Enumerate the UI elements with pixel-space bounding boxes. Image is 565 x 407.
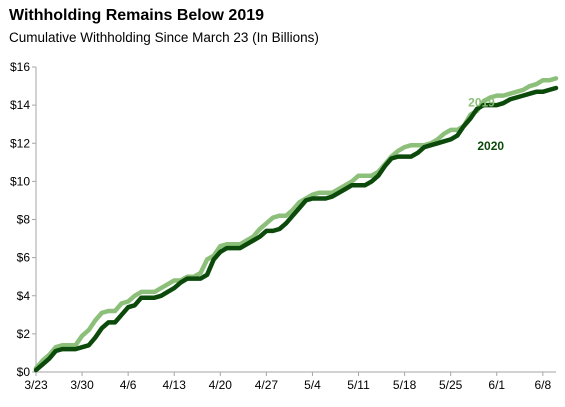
x-tick-label: 4/13 bbox=[163, 378, 187, 392]
x-tick-label: 5/11 bbox=[347, 378, 370, 392]
y-tick-label: $8 bbox=[17, 213, 31, 227]
y-tick-label: $14 bbox=[10, 98, 30, 112]
x-tick-label: 4/27 bbox=[255, 378, 279, 392]
chart-axes: $0 $2 $4 $6 $8 $10 $12 $14 $16 3/23 3/30 4/6 4/13 4/2… bbox=[10, 60, 556, 392]
x-tick-label: 4/20 bbox=[209, 378, 233, 392]
y-tick-label: $6 bbox=[17, 251, 31, 265]
x-tick-label: 5/18 bbox=[393, 378, 417, 392]
series-line-2020 bbox=[33, 85, 559, 373]
series-line-2019 bbox=[33, 76, 559, 371]
x-tick-label: 5/25 bbox=[439, 378, 463, 392]
y-tick-label: $10 bbox=[10, 174, 30, 188]
x-tick-label: 3/30 bbox=[70, 378, 94, 392]
chart-subtitle: Cumulative Withholding Since March 23 (I… bbox=[9, 30, 319, 45]
chart-series-labels: 2019 2020 bbox=[468, 95, 504, 152]
y-tick-label: $16 bbox=[10, 60, 30, 74]
y-tick-label: $2 bbox=[17, 327, 31, 341]
x-tick-label: 6/8 bbox=[534, 378, 551, 392]
x-tick-label: 6/1 bbox=[488, 378, 505, 392]
series-label-2019: 2019 bbox=[468, 95, 495, 109]
x-tick-label: 3/23 bbox=[24, 378, 48, 392]
y-tick-label: $0 bbox=[17, 365, 31, 379]
chart-lines bbox=[33, 76, 559, 373]
chart-title: Withholding Remains Below 2019 bbox=[9, 7, 265, 24]
series-label-2020: 2020 bbox=[477, 139, 504, 153]
y-tick-label: $12 bbox=[10, 136, 30, 150]
x-tick-label: 5/4 bbox=[304, 378, 321, 392]
x-tick-label: 4/6 bbox=[120, 378, 137, 392]
y-tick-label: $4 bbox=[17, 289, 31, 303]
